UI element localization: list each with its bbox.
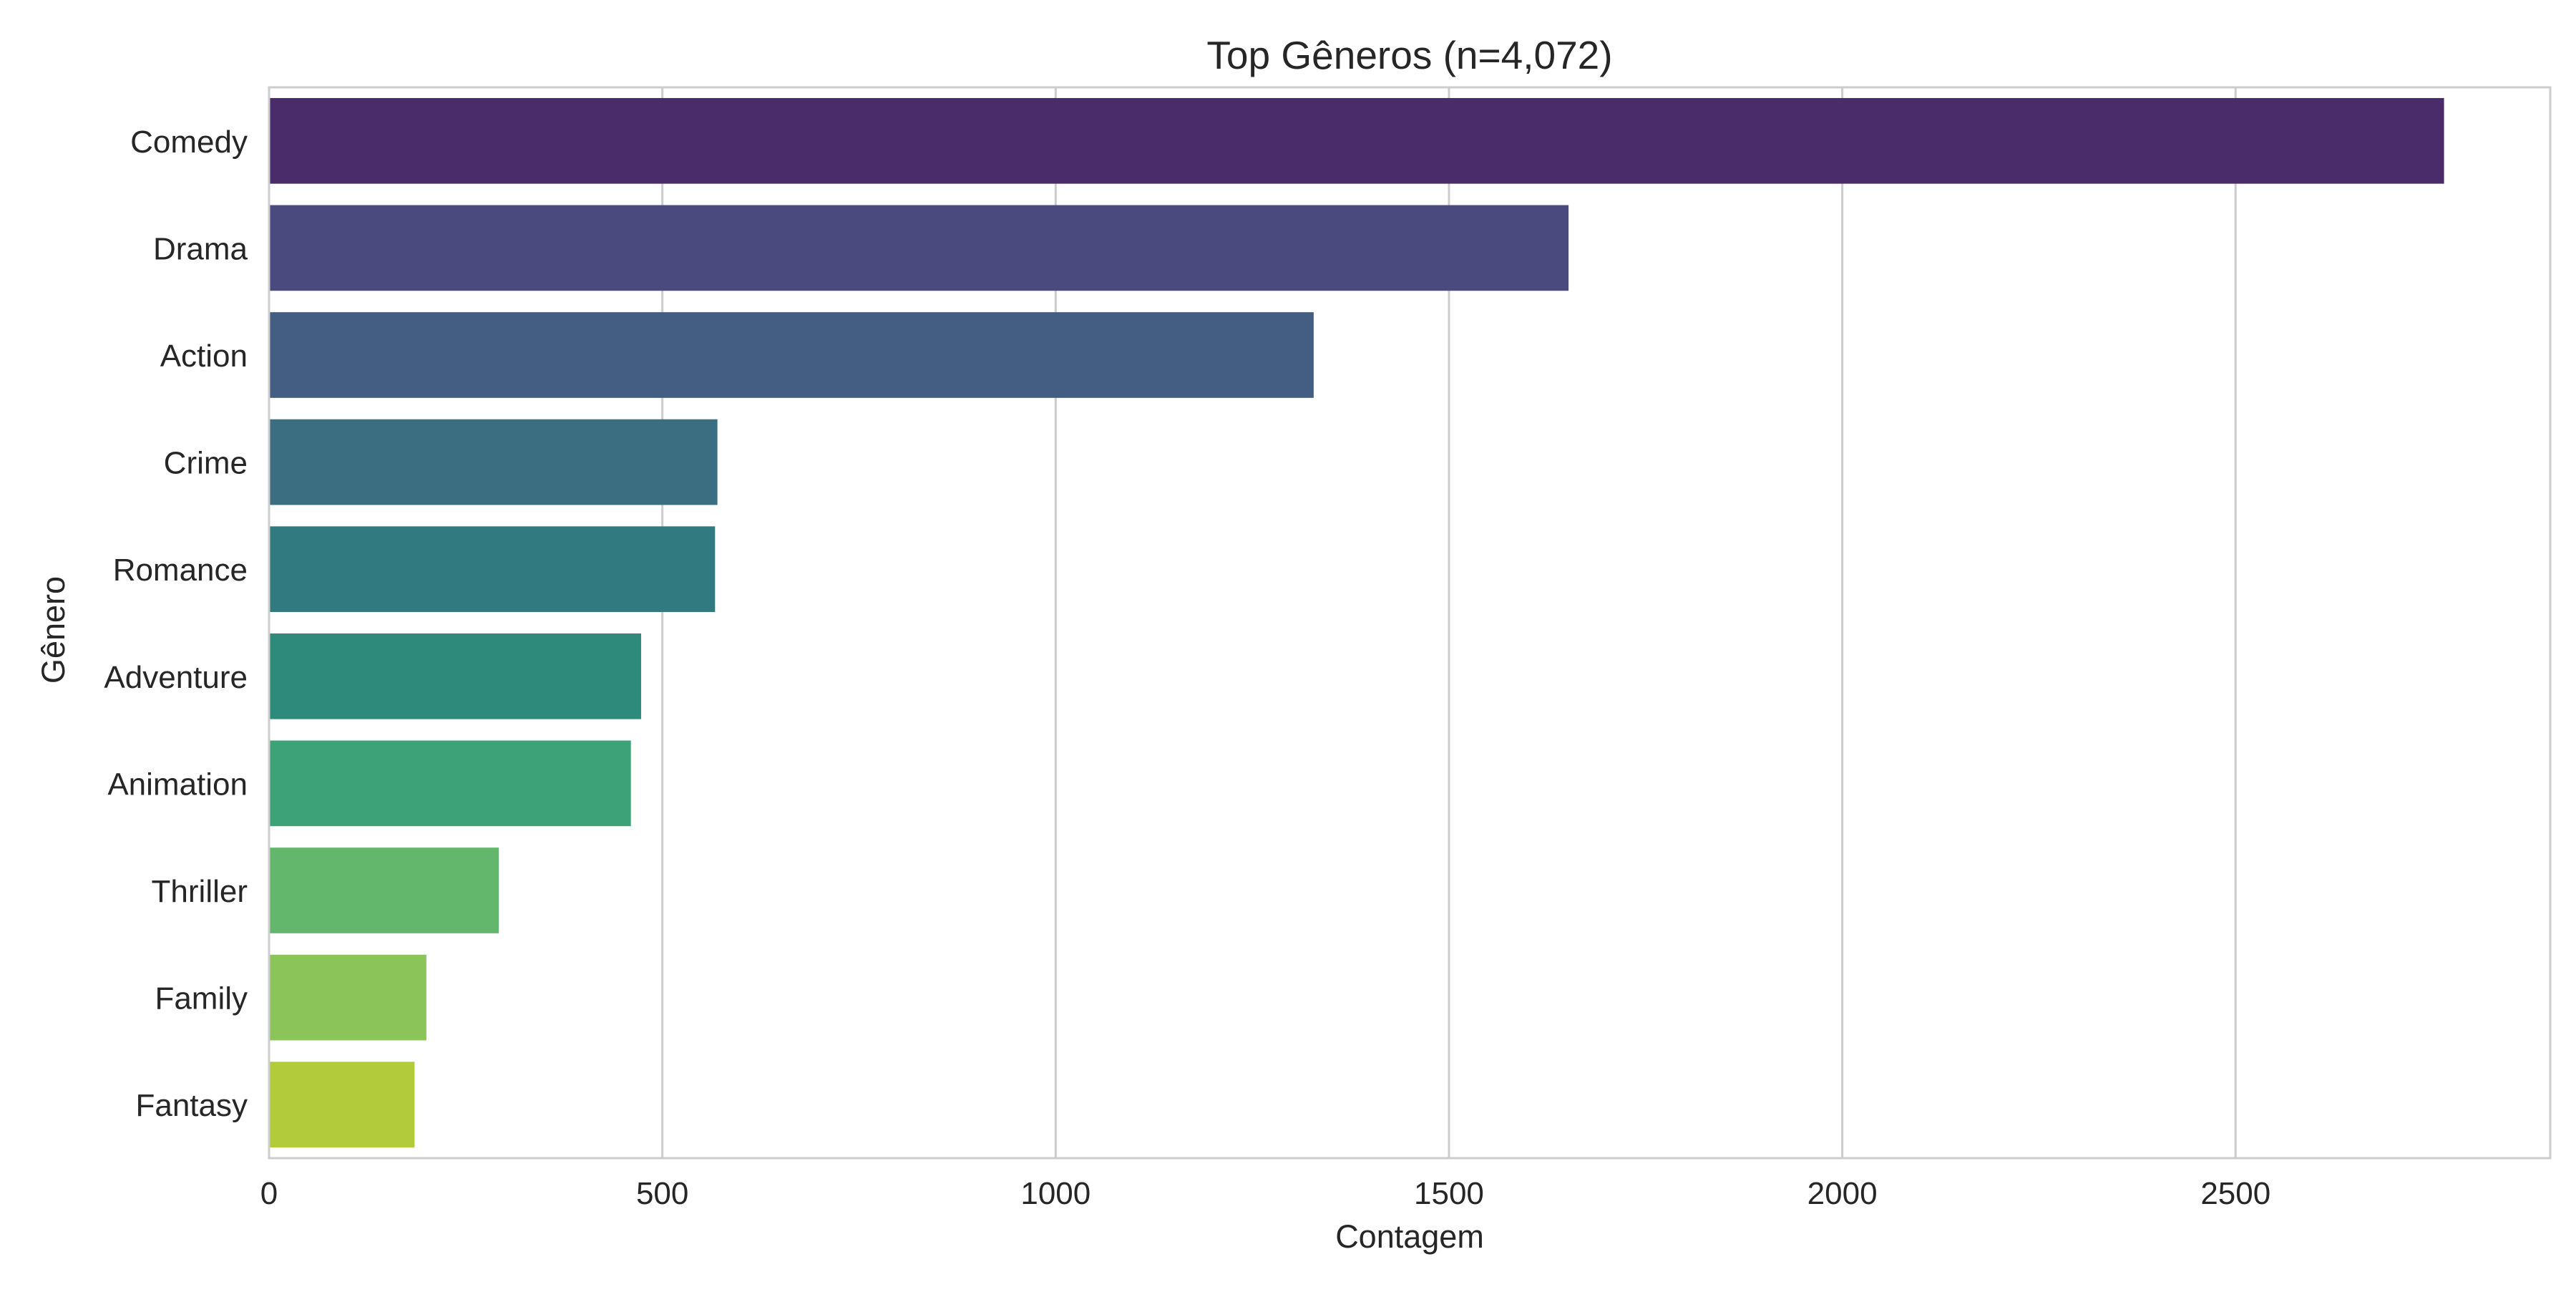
y-tick-label: Crime <box>164 446 248 481</box>
bar-romance <box>269 526 716 613</box>
y-tick-label: Comedy <box>130 125 248 160</box>
y-tick-label: Action <box>160 339 248 374</box>
x-tick-label: 500 <box>636 1176 688 1211</box>
y-tick-label: Fantasy <box>135 1088 248 1123</box>
bar-adventure <box>269 633 641 719</box>
bar-thriller <box>269 847 499 933</box>
x-tick-label: 2500 <box>2200 1176 2270 1211</box>
x-tick-labels: 0 500 1000 1500 2000 2500 <box>260 1176 2270 1211</box>
bar-drama <box>269 205 1569 291</box>
x-tick-label: 2000 <box>1807 1176 1878 1211</box>
chart-title: Top Gêneros (n=4,072) <box>1206 33 1612 77</box>
y-tick-labels: Comedy Drama Action Crime Romance Adventure An… <box>104 125 248 1123</box>
y-tick-label: Family <box>155 981 248 1016</box>
bars <box>269 97 2444 1148</box>
x-tick-label: 1000 <box>1020 1176 1091 1211</box>
x-tick-label: 1500 <box>1414 1176 1484 1211</box>
bar-fantasy <box>269 1062 415 1148</box>
y-tick-label: Drama <box>153 231 248 266</box>
bar-comedy <box>269 97 2444 184</box>
bar-crime <box>269 419 718 505</box>
y-tick-label: Thriller <box>152 874 248 909</box>
bar-family <box>269 954 426 1041</box>
y-axis-label: Gênero <box>35 576 72 684</box>
bar-animation <box>269 740 631 827</box>
x-tick-label: 0 <box>260 1176 278 1211</box>
y-tick-label: Animation <box>107 767 248 802</box>
bar-action <box>269 312 1314 398</box>
y-tick-label: Romance <box>113 553 248 588</box>
y-tick-label: Adventure <box>104 660 248 695</box>
x-axis-label: Contagem <box>1335 1218 1484 1255</box>
plot-frame <box>268 86 2552 1160</box>
